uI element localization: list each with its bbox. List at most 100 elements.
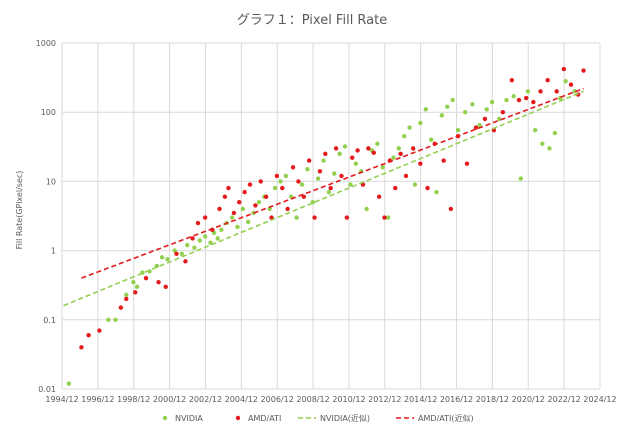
x-tick-label: 2008/12 — [296, 395, 329, 404]
data-point — [143, 275, 149, 281]
data-point — [547, 146, 552, 151]
data-point — [391, 155, 396, 160]
data-point — [190, 236, 195, 241]
data-point — [423, 107, 428, 112]
data-point — [463, 110, 468, 115]
data-point — [183, 259, 188, 264]
data-point — [531, 99, 536, 105]
y-tick-labels: 0.01 0.1 1 10 100 1000 — [36, 39, 56, 394]
data-point — [464, 161, 470, 166]
data-point — [258, 179, 263, 184]
data-point — [482, 116, 488, 122]
data-point — [344, 215, 350, 220]
data-point — [267, 206, 272, 212]
x-tick-labels: 1994/12 1996/12 1998/12 2000/12 2002/12 2004/… — [45, 395, 616, 404]
data-point — [321, 158, 326, 163]
legend: NVIDIA AMD/ATI NVIDIA(近似) AMD/ATI(近似) — [162, 413, 474, 423]
trendline — [63, 90, 584, 307]
data-point — [561, 66, 567, 72]
data-point — [312, 215, 317, 220]
data-point — [497, 116, 502, 122]
data-point — [237, 200, 242, 205]
data-point — [165, 257, 170, 262]
data-point — [240, 206, 246, 212]
data-point — [410, 146, 416, 151]
data-point — [299, 182, 305, 187]
series-2 — [63, 90, 584, 307]
data-point — [545, 78, 550, 83]
x-tick-label: 1994/12 — [45, 395, 78, 404]
data-point — [563, 79, 568, 84]
data-point — [445, 104, 450, 109]
data-point — [552, 130, 558, 136]
data-point — [274, 173, 280, 179]
data-point — [179, 251, 185, 256]
data-point — [371, 150, 376, 155]
data-point — [470, 102, 475, 107]
data-point — [434, 189, 439, 195]
legend-label: AMD/ATI(近似) — [418, 413, 474, 423]
data-point — [568, 82, 574, 87]
data-point — [247, 182, 253, 187]
data-point — [439, 113, 445, 118]
data-point — [355, 148, 360, 153]
data-point — [396, 146, 402, 151]
data-point — [296, 179, 301, 184]
series-layer — [63, 66, 586, 386]
x-tick-label: 2002/12 — [189, 395, 222, 404]
y-tick-label: 100 — [41, 108, 56, 117]
data-point — [118, 305, 124, 310]
data-point — [581, 68, 586, 73]
data-point — [511, 94, 516, 99]
data-point — [489, 99, 495, 105]
data-point — [455, 127, 461, 133]
legend-item: AMD/ATI — [235, 414, 281, 423]
data-point — [195, 220, 201, 226]
legend-swatch — [235, 415, 241, 421]
data-point — [477, 122, 482, 128]
data-point — [348, 182, 353, 187]
y-tick-label: 1000 — [36, 39, 56, 48]
data-point — [315, 176, 321, 181]
data-point — [217, 206, 222, 212]
data-point — [385, 215, 391, 220]
data-point — [393, 185, 398, 191]
data-point — [332, 171, 337, 176]
legend-swatch — [162, 415, 168, 421]
data-point — [124, 296, 129, 302]
data-point — [156, 279, 161, 285]
data-point — [516, 97, 522, 103]
x-tick-label: 1996/12 — [81, 395, 114, 404]
data-point — [97, 328, 102, 333]
data-point — [134, 284, 140, 289]
legend-item: NVIDIA — [162, 414, 203, 423]
data-point — [285, 206, 290, 212]
data-point — [509, 78, 515, 83]
chart-title: グラフ１：Pixel Fill Rate — [237, 13, 388, 28]
data-point — [418, 120, 423, 126]
data-point — [306, 158, 312, 163]
x-tick-label: 2004/12 — [225, 395, 258, 404]
data-point — [185, 242, 190, 248]
y-tick-label: 1 — [51, 247, 56, 256]
data-point — [163, 284, 168, 289]
data-point — [532, 127, 538, 133]
data-point — [323, 151, 328, 157]
data-point — [376, 194, 382, 199]
data-point — [448, 206, 454, 212]
data-point — [272, 185, 278, 191]
legend-label: AMD/ATI — [248, 414, 281, 423]
data-point — [407, 125, 412, 130]
data-point — [382, 215, 387, 220]
data-point — [278, 179, 283, 184]
data-point — [256, 200, 262, 205]
series-3 — [81, 87, 584, 279]
data-point — [301, 194, 307, 199]
data-point — [106, 317, 111, 322]
series-0 — [66, 79, 577, 386]
data-point — [235, 224, 240, 230]
data-point — [159, 255, 165, 260]
x-tick-label: 2022/12 — [548, 395, 581, 404]
data-point — [450, 97, 455, 103]
